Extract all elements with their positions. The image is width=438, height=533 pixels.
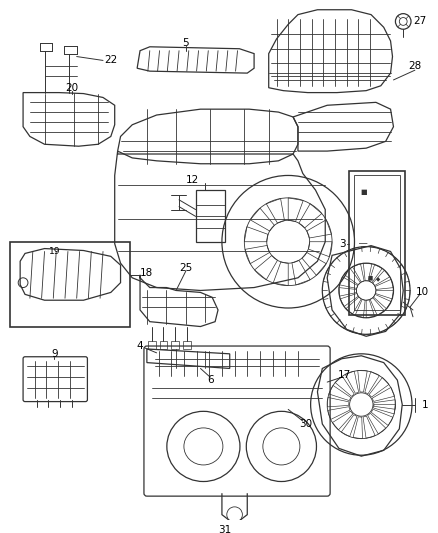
Text: 31: 31 <box>218 525 231 533</box>
Text: 10: 10 <box>416 287 429 297</box>
Text: 18: 18 <box>140 268 153 278</box>
Text: 5: 5 <box>183 38 189 48</box>
Text: 4: 4 <box>137 341 143 351</box>
Bar <box>11 242 130 327</box>
Text: 3: 3 <box>339 239 346 249</box>
Text: 12: 12 <box>186 175 199 185</box>
Text: 17: 17 <box>338 370 351 380</box>
Text: ―: ― <box>359 239 367 248</box>
Text: ■: ■ <box>360 189 367 195</box>
Text: 6: 6 <box>207 375 214 385</box>
Text: 20: 20 <box>65 83 78 93</box>
Bar <box>148 341 155 349</box>
Text: ◆: ◆ <box>376 277 380 282</box>
Text: 27: 27 <box>413 17 427 27</box>
Bar <box>183 341 191 349</box>
Bar <box>159 341 167 349</box>
Text: ■: ■ <box>367 276 373 280</box>
Text: 19: 19 <box>49 247 61 256</box>
Bar <box>171 341 179 349</box>
Text: 25: 25 <box>179 263 192 273</box>
Text: 9: 9 <box>51 349 57 359</box>
Text: 22: 22 <box>104 55 117 66</box>
Text: 30: 30 <box>299 419 312 429</box>
Text: 28: 28 <box>408 61 421 71</box>
Text: 1: 1 <box>421 400 428 409</box>
